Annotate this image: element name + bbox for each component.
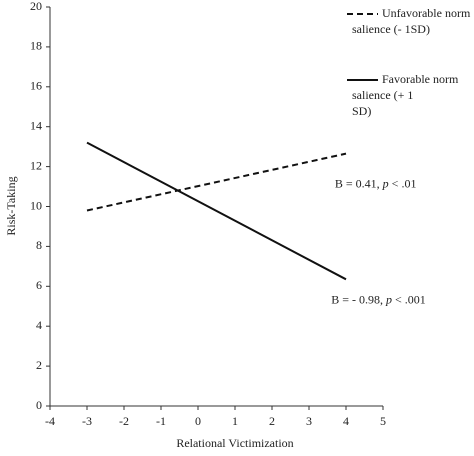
legend-label: Favorable norm salience (+ 1 SD) xyxy=(352,72,459,118)
x-tick-label: -3 xyxy=(82,414,92,428)
x-tick-label: -2 xyxy=(119,414,129,428)
legend-label: Unfavorable norm salience (- 1SD) xyxy=(352,6,471,36)
y-tick-label: 2 xyxy=(36,358,42,372)
annotation: B = - 0.98, p < .001 xyxy=(331,292,426,306)
y-tick-label: 16 xyxy=(30,79,42,93)
annotation-part: B = - 0.98, xyxy=(331,292,386,306)
x-tick-label: 5 xyxy=(380,414,386,428)
series-line xyxy=(86,141,347,281)
y-tick-label: 12 xyxy=(30,158,42,172)
x-tick-label: 2 xyxy=(269,414,275,428)
x-axis-title: Relational Victimization xyxy=(176,436,293,450)
x-tick-label: -1 xyxy=(156,414,166,428)
y-tick-label: 18 xyxy=(30,39,42,53)
annotation-part: p xyxy=(382,176,389,190)
y-tick-label: 0 xyxy=(36,398,42,412)
x-tick-label: 3 xyxy=(306,414,312,428)
annotation-part: < .01 xyxy=(389,176,417,190)
x-tick-label: -4 xyxy=(45,414,55,428)
annotation-part: B = 0.41, xyxy=(335,176,383,190)
series-line xyxy=(86,152,347,212)
y-tick-label: 4 xyxy=(36,318,42,332)
y-tick-label: 6 xyxy=(36,278,42,292)
y-tick-label: 14 xyxy=(30,118,42,132)
x-tick-label: 4 xyxy=(343,414,349,428)
y-tick-label: 8 xyxy=(36,238,42,252)
x-tick-label: 0 xyxy=(195,414,201,428)
annotation: B = 0.41, p < .01 xyxy=(335,176,417,190)
y-tick-label: 10 xyxy=(30,198,42,212)
annotation-part: p xyxy=(385,292,392,306)
x-tick-label: 1 xyxy=(232,414,238,428)
y-tick-label: 20 xyxy=(30,0,42,13)
annotation-part: < .001 xyxy=(392,292,426,306)
y-axis-title: Risk-Taking xyxy=(4,176,18,235)
